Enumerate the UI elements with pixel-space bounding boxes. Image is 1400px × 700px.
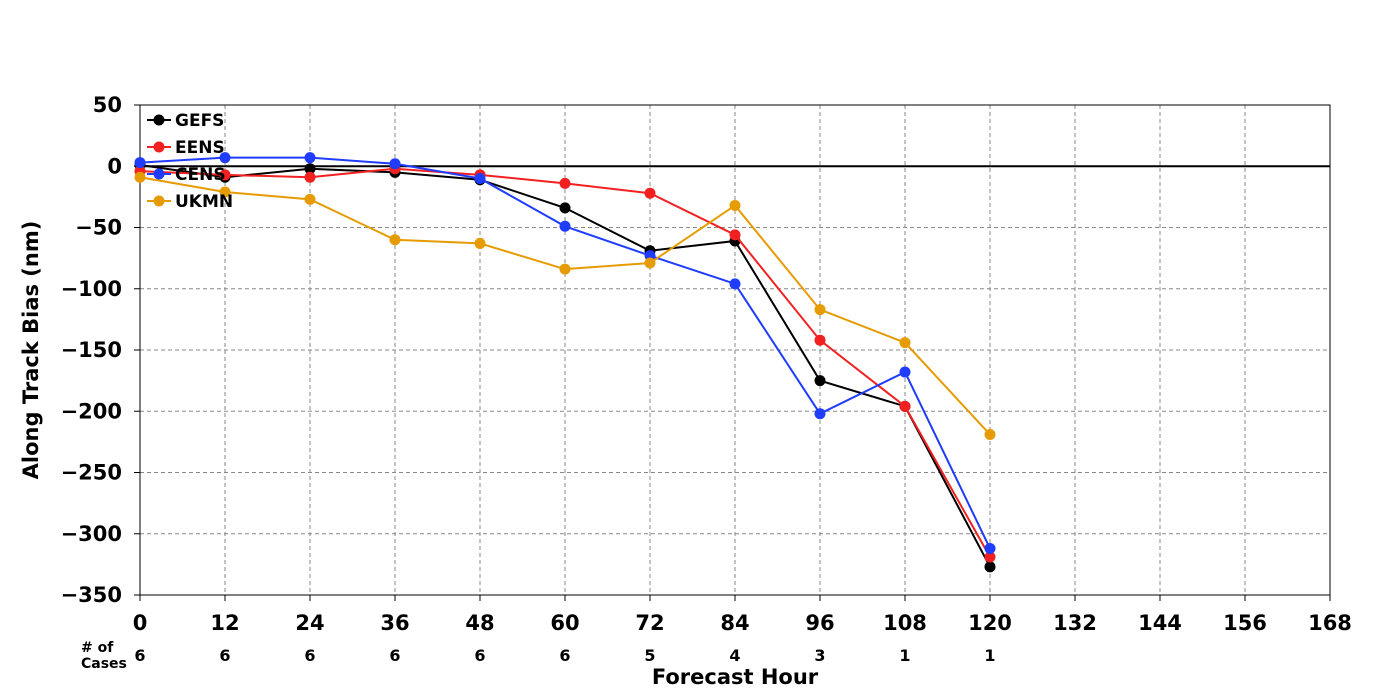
data-point-ukmn <box>134 171 146 183</box>
data-point-ukmn <box>644 257 656 269</box>
x-tick-label: 144 <box>1138 611 1182 635</box>
x-tick-label: 72 <box>635 611 664 635</box>
data-point-cens <box>134 157 146 169</box>
cases-count: 6 <box>134 646 145 665</box>
data-point-ukmn <box>219 186 231 198</box>
data-point-gefs <box>304 163 316 175</box>
data-point-eens <box>644 187 656 199</box>
data-point-ukmn <box>304 193 316 205</box>
x-axis-title: Forecast Hour <box>652 665 819 689</box>
data-point-eens <box>559 177 571 189</box>
data-point-cens <box>474 173 486 184</box>
data-point-ukmn <box>814 304 826 316</box>
cases-count: 6 <box>559 646 570 665</box>
x-tick-label: 60 <box>550 611 579 635</box>
x-tick-label: 168 <box>1308 611 1352 635</box>
x-tick-label: 132 <box>1053 611 1097 635</box>
x-tick-label: 108 <box>883 611 927 635</box>
legend-swatch-marker <box>153 168 165 180</box>
data-point-ukmn <box>729 199 741 211</box>
y-axis-title: Along Track Bias (nm) <box>19 221 43 480</box>
data-point-eens <box>304 171 316 183</box>
cases-count: 6 <box>389 646 400 665</box>
cases-row: # of Cases 6 6 6 6 6 6 5 4 3 1 1 <box>81 640 996 672</box>
cases-count: 6 <box>304 646 315 665</box>
legend-label: EENS <box>175 138 225 158</box>
legend-swatch-marker <box>153 195 165 207</box>
y-tick-label: −50 <box>75 216 122 240</box>
data-point-ukmn <box>984 429 996 441</box>
legend-swatch-marker <box>153 114 165 126</box>
legend-item-eens: EENS <box>147 138 225 158</box>
legend-label: GEFS <box>175 111 224 131</box>
cases-count: 3 <box>814 646 825 665</box>
y-tick-label: −200 <box>61 399 122 423</box>
data-point-cens <box>729 278 741 290</box>
x-tick-label: 48 <box>465 611 494 635</box>
cases-count: 1 <box>899 646 910 665</box>
legend-label: UKMN <box>175 192 233 212</box>
data-point-ukmn <box>389 234 401 246</box>
legend-swatch-marker <box>153 141 165 153</box>
legend-item-cens: CENS <box>147 165 226 185</box>
data-point-cens <box>984 542 996 554</box>
x-tick-label: 0 <box>133 611 148 635</box>
data-point-gefs <box>984 561 996 573</box>
y-tick-label: −150 <box>61 338 122 362</box>
grid-layer <box>140 105 1330 595</box>
data-point-gefs <box>814 375 826 387</box>
cases-count: 4 <box>729 646 740 665</box>
cases-count: 5 <box>644 646 655 665</box>
y-tick-label: 0 <box>107 154 122 178</box>
y-tick-label: −350 <box>61 583 122 607</box>
data-point-cens <box>559 220 571 232</box>
data-point-eens <box>899 400 911 412</box>
data-point-cens <box>219 152 231 164</box>
data-point-cens <box>304 152 316 164</box>
x-tick-label: 84 <box>720 611 749 635</box>
data-point-eens <box>814 334 826 346</box>
x-tick-label: 12 <box>210 611 239 635</box>
x-tick-label: 24 <box>295 611 324 635</box>
legend: GEFS EENS CENS UKMN <box>147 111 233 212</box>
series-ukmn <box>134 171 996 441</box>
cases-count: 6 <box>474 646 485 665</box>
x-axis-ticks: 0 12 24 36 48 60 72 84 96 108 120 132 144 156 168 <box>133 595 1352 635</box>
data-point-eens <box>729 229 741 241</box>
series-layer <box>134 152 996 573</box>
legend-label: CENS <box>175 165 226 185</box>
data-point-ukmn <box>474 237 486 249</box>
data-point-eens <box>984 551 996 563</box>
data-point-gefs <box>559 202 571 214</box>
y-tick-label: 50 <box>93 93 122 117</box>
x-tick-label: 156 <box>1223 611 1267 635</box>
legend-item-ukmn: UKMN <box>147 192 233 212</box>
cases-count: 6 <box>219 646 230 665</box>
series-cens <box>134 152 996 554</box>
cases-label-line1: # of <box>81 640 114 656</box>
data-point-ukmn <box>559 263 571 275</box>
y-axis-ticks: 50 0 −50 −100 −150 −200 −250 −300 −350 <box>61 93 140 607</box>
data-point-cens <box>814 408 826 420</box>
y-tick-label: −250 <box>61 461 122 485</box>
y-tick-label: −300 <box>61 522 122 546</box>
data-point-cens <box>899 366 911 378</box>
y-tick-label: −100 <box>61 277 122 301</box>
x-tick-label: 36 <box>380 611 409 635</box>
data-point-ukmn <box>899 337 911 349</box>
cases-label-line2: Cases <box>81 656 127 672</box>
cases-count: 1 <box>984 646 995 665</box>
legend-item-gefs: GEFS <box>147 111 224 131</box>
x-tick-label: 120 <box>968 611 1012 635</box>
x-tick-label: 96 <box>805 611 834 635</box>
data-point-eens <box>219 169 231 181</box>
data-point-cens <box>389 158 401 170</box>
series-eens <box>134 163 996 563</box>
